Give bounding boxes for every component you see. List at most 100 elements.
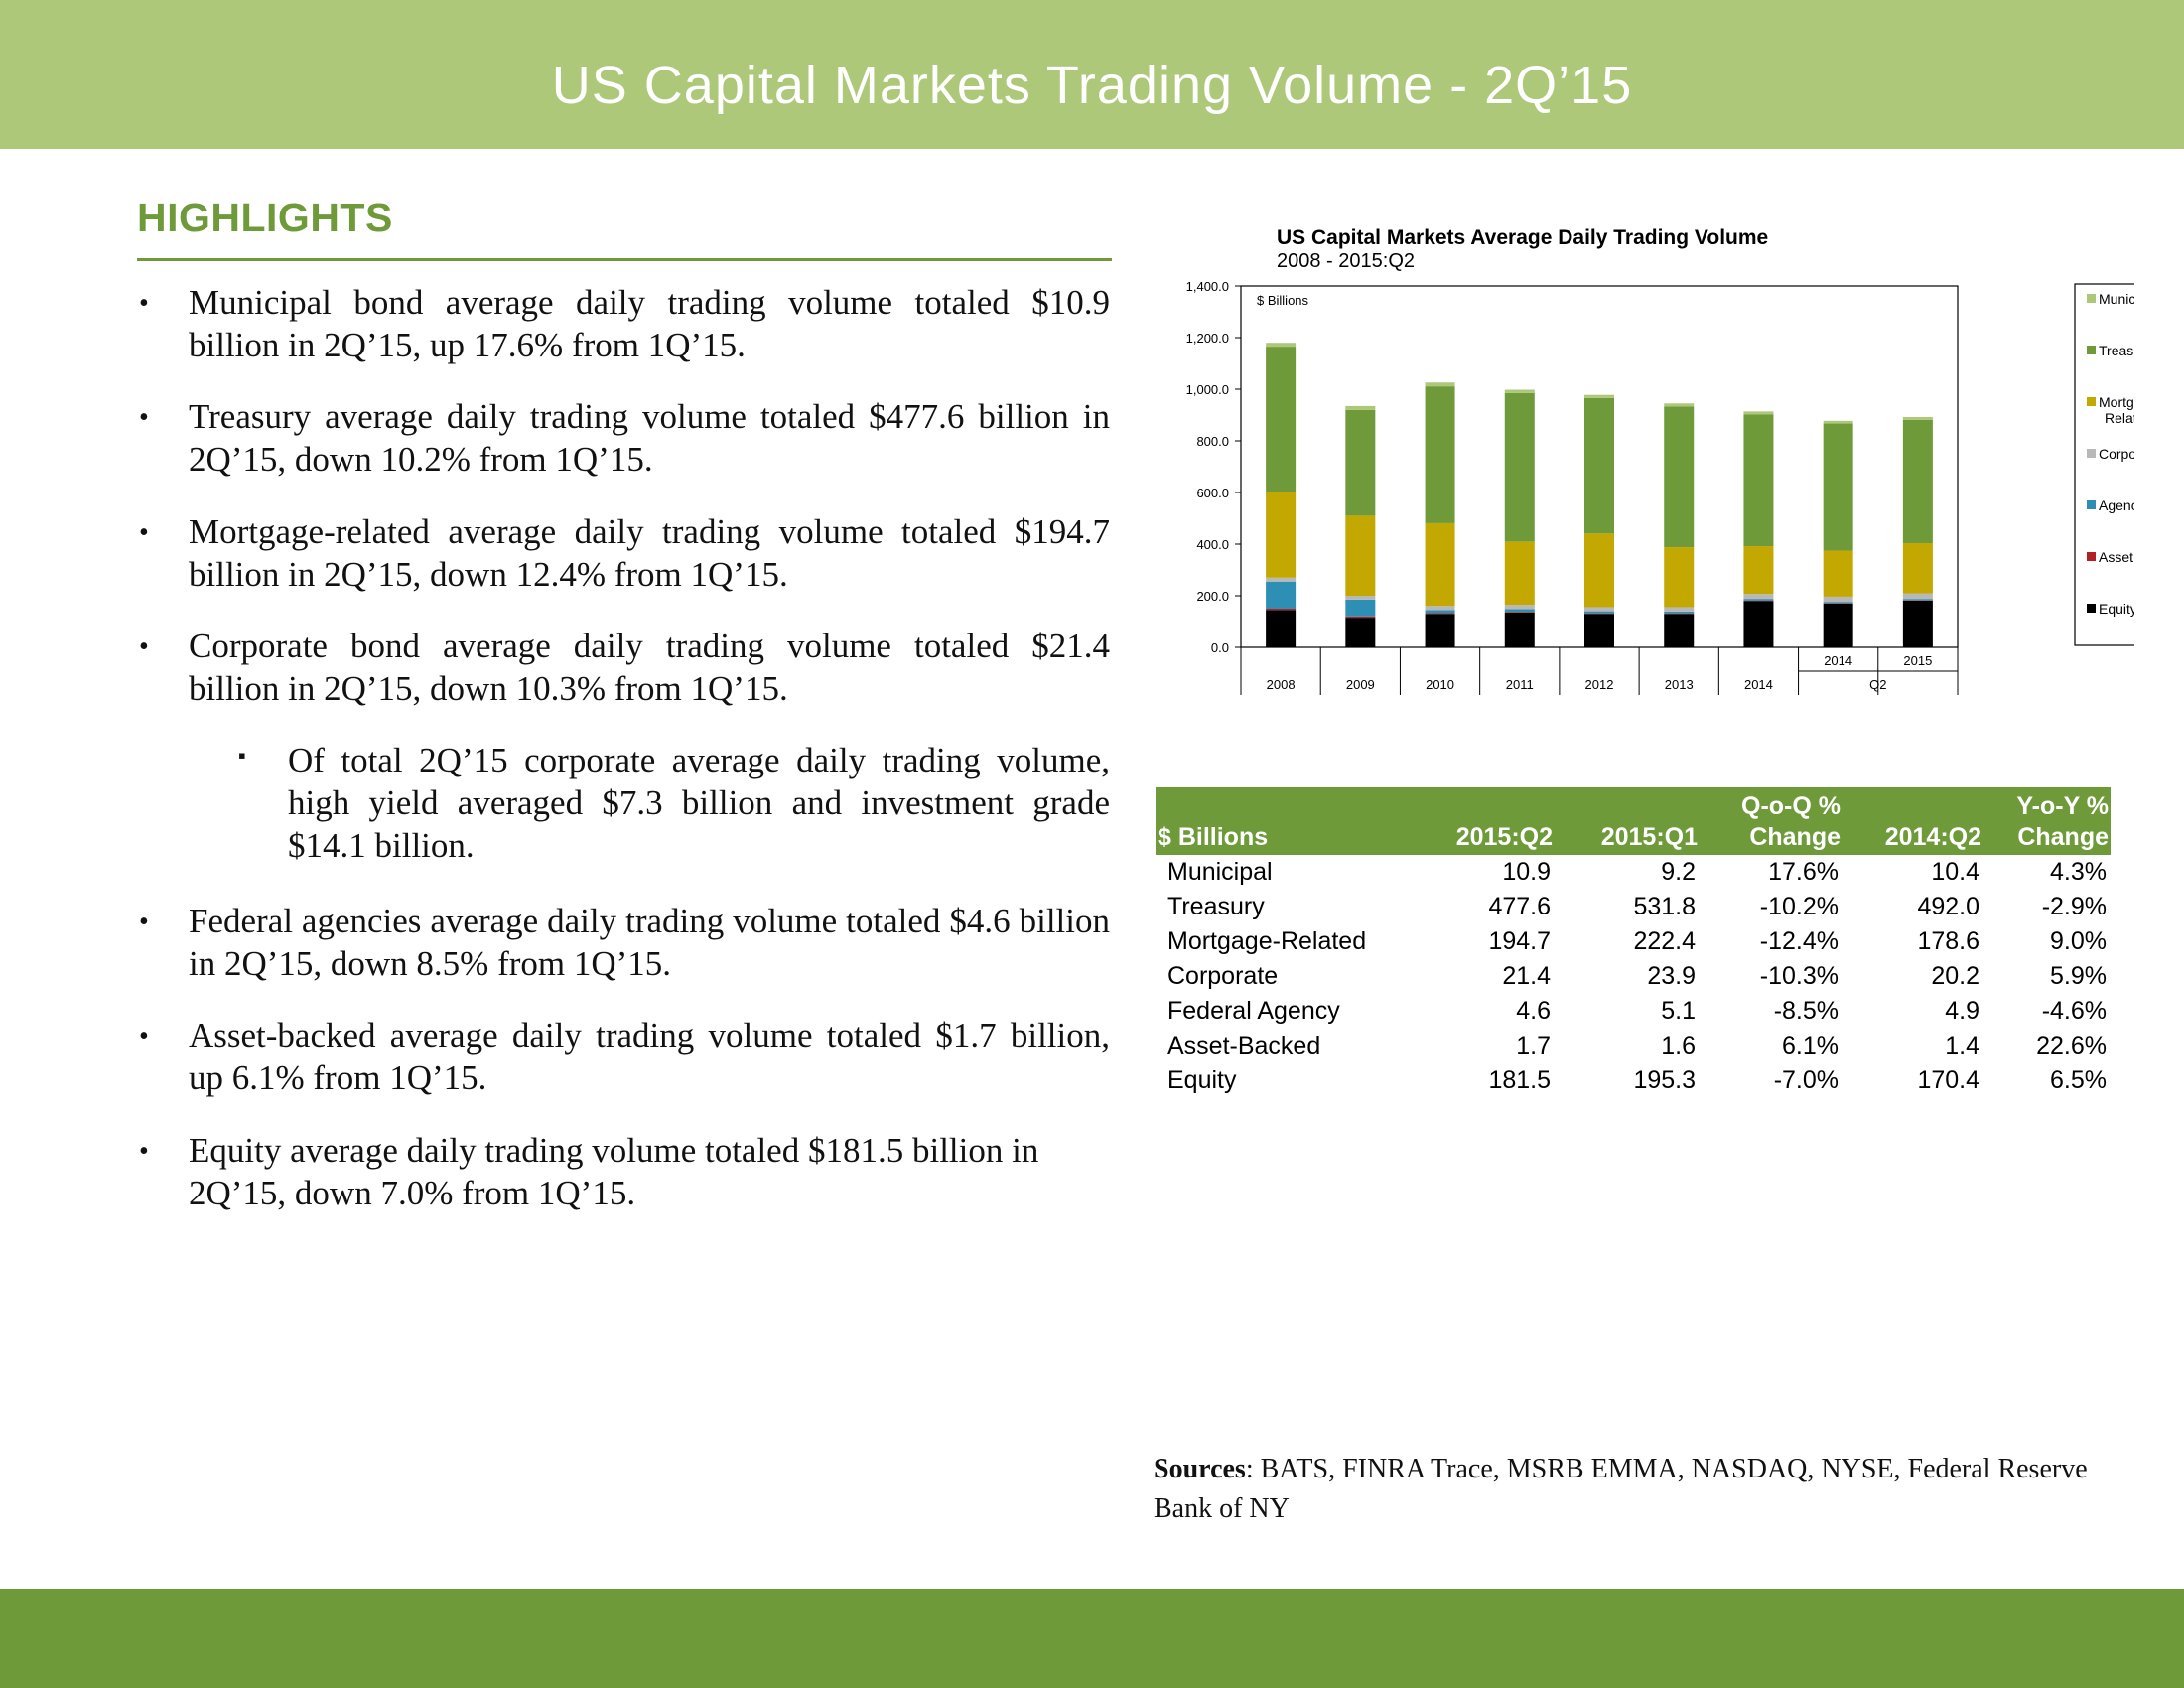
table-cell: 1.7 xyxy=(1516,1032,1551,1059)
table-header-cell: Y-o-Y % Change xyxy=(2016,792,2109,851)
bar-segment xyxy=(1902,419,1933,543)
bar-segment xyxy=(1504,612,1535,613)
table-cell: 21.4 xyxy=(1502,962,1551,990)
table-cell: -10.2% xyxy=(1759,893,1839,920)
x-tick-label: 2008 xyxy=(1267,677,1296,692)
bar-segment xyxy=(1504,541,1535,606)
bar-segment xyxy=(1664,403,1695,407)
y-tick-label: 400.0 xyxy=(1196,537,1229,552)
bar-segment xyxy=(1584,397,1614,534)
table-cell: 222.4 xyxy=(1633,927,1696,955)
y-tick-label: 1,000.0 xyxy=(1186,382,1229,397)
table-cell: 1.4 xyxy=(1945,1032,1979,1059)
legend-swatch xyxy=(2087,397,2096,406)
bar-segment xyxy=(1425,522,1455,607)
legend-label: Equity xyxy=(2099,601,2134,617)
bar-segment xyxy=(1584,607,1614,612)
legend-swatch xyxy=(2087,604,2096,613)
bar-segment xyxy=(1504,389,1535,393)
bar-segment xyxy=(1743,546,1774,595)
bullet-dot: • xyxy=(139,517,149,548)
bar-segment xyxy=(1743,601,1774,647)
x-tick-label: 2009 xyxy=(1346,677,1375,692)
bar-segment xyxy=(1902,416,1933,420)
bar-segment xyxy=(1743,414,1774,547)
table-cell: 1.6 xyxy=(1661,1032,1696,1059)
table-cell: 492.0 xyxy=(1917,893,1979,920)
bar-segment xyxy=(1425,610,1455,614)
table-cell: 23.9 xyxy=(1647,962,1696,990)
bar-segment xyxy=(1425,613,1455,615)
table-cell: 9.0% xyxy=(2050,927,2107,955)
y-tick-label: 800.0 xyxy=(1196,434,1229,449)
volume-table: $ Billions 2015:Q2 2015:Q1 Q-o-Q % Change 201… xyxy=(1156,787,2111,1098)
x-tick-label: 2015 xyxy=(1903,653,1932,668)
bar-segment xyxy=(1266,581,1297,609)
x-tick-label: 2014 xyxy=(1824,653,1852,668)
bar-segment xyxy=(1823,420,1853,424)
y-tick-label: 1,200.0 xyxy=(1186,331,1229,346)
table-cell: Equity xyxy=(1167,1066,1237,1094)
table-header-cell: 2014:Q2 xyxy=(1884,823,1981,851)
table-cell: 194.7 xyxy=(1488,927,1551,955)
y-tick-label: 1,400.0 xyxy=(1186,279,1229,294)
table-cell: 6.5% xyxy=(2050,1066,2107,1094)
table-row: Federal Agency 4.6 5.1 -8.5% 4.9 -4.6% xyxy=(1156,994,2111,1029)
sources-text: : BATS, FINRA Trace, MSRB EMMA, NASDAQ, … xyxy=(1154,1454,2088,1524)
table-row: Municipal 10.9 9.2 17.6% 10.4 4.3% xyxy=(1156,855,2111,890)
table-cell: 4.3% xyxy=(2050,858,2107,886)
bar-segment xyxy=(1823,550,1853,597)
bullet-dot: • xyxy=(139,632,149,662)
table-cell: 4.6 xyxy=(1516,997,1551,1025)
legend-label: Related xyxy=(2105,410,2134,426)
bar-segment xyxy=(1345,405,1376,410)
highlights-divider xyxy=(137,258,1112,261)
legend-swatch xyxy=(2087,552,2096,561)
table-cell: 170.4 xyxy=(1917,1066,1979,1094)
table-cell: Treasury xyxy=(1167,893,1265,920)
x-tick-label: 2010 xyxy=(1426,677,1454,692)
table-header-cell: $ Billions xyxy=(1158,823,1269,851)
bar-segment xyxy=(1743,599,1774,601)
legend-swatch xyxy=(2087,449,2096,458)
table-cell: 4.9 xyxy=(1945,997,1979,1025)
table-cell: 6.1% xyxy=(1782,1032,1839,1059)
bar-segment xyxy=(1664,607,1695,612)
bar-segment xyxy=(1743,411,1774,415)
bar-segment xyxy=(1664,406,1695,548)
bullet-dot: • xyxy=(139,1021,149,1052)
bar-segment xyxy=(1266,610,1297,647)
table-cell: 10.4 xyxy=(1931,858,1979,886)
table-cell: 181.5 xyxy=(1488,1066,1551,1094)
table-cell: 20.2 xyxy=(1931,962,1979,990)
table-cell: Asset-Backed xyxy=(1167,1032,1321,1059)
table-header-cell: 2015:Q1 xyxy=(1600,823,1698,851)
bullet-dot: • xyxy=(139,288,149,319)
bar-segment xyxy=(1902,593,1933,600)
bar-segment xyxy=(1266,492,1297,578)
table-cell: 22.6% xyxy=(2036,1032,2107,1059)
table-row: Mortgage-Related 194.7 222.4 -12.4% 178.6 9.0… xyxy=(1156,924,2111,959)
table-cell: 477.6 xyxy=(1488,893,1551,920)
legend-swatch xyxy=(2087,294,2096,303)
bar-segment xyxy=(1425,382,1455,387)
legend-label: Municipal xyxy=(2099,291,2134,307)
legend-box xyxy=(2074,283,2134,646)
table-cell: 17.6% xyxy=(1768,858,1839,886)
y-tick-label: 200.0 xyxy=(1196,589,1229,604)
y-tick-label: 600.0 xyxy=(1196,486,1229,500)
bar-segment xyxy=(1504,392,1535,542)
x-group-label: Q2 xyxy=(1869,677,1886,692)
table-cell: 195.3 xyxy=(1633,1066,1696,1094)
chart-title: US Capital Markets Average Daily Trading… xyxy=(1277,226,1769,249)
bar-segment xyxy=(1823,596,1853,603)
x-tick-label: 2012 xyxy=(1585,677,1614,692)
table-cell: 9.2 xyxy=(1661,858,1696,886)
bar-segment xyxy=(1902,600,1933,647)
bullet-dot: • xyxy=(139,907,149,937)
table-cell: -2.9% xyxy=(2041,893,2107,920)
bar-segment xyxy=(1425,606,1455,611)
bar-segment xyxy=(1823,602,1853,604)
highlight-equity: Equity average daily trading volume tota… xyxy=(189,1131,1039,1212)
bar-segment xyxy=(1584,613,1614,615)
